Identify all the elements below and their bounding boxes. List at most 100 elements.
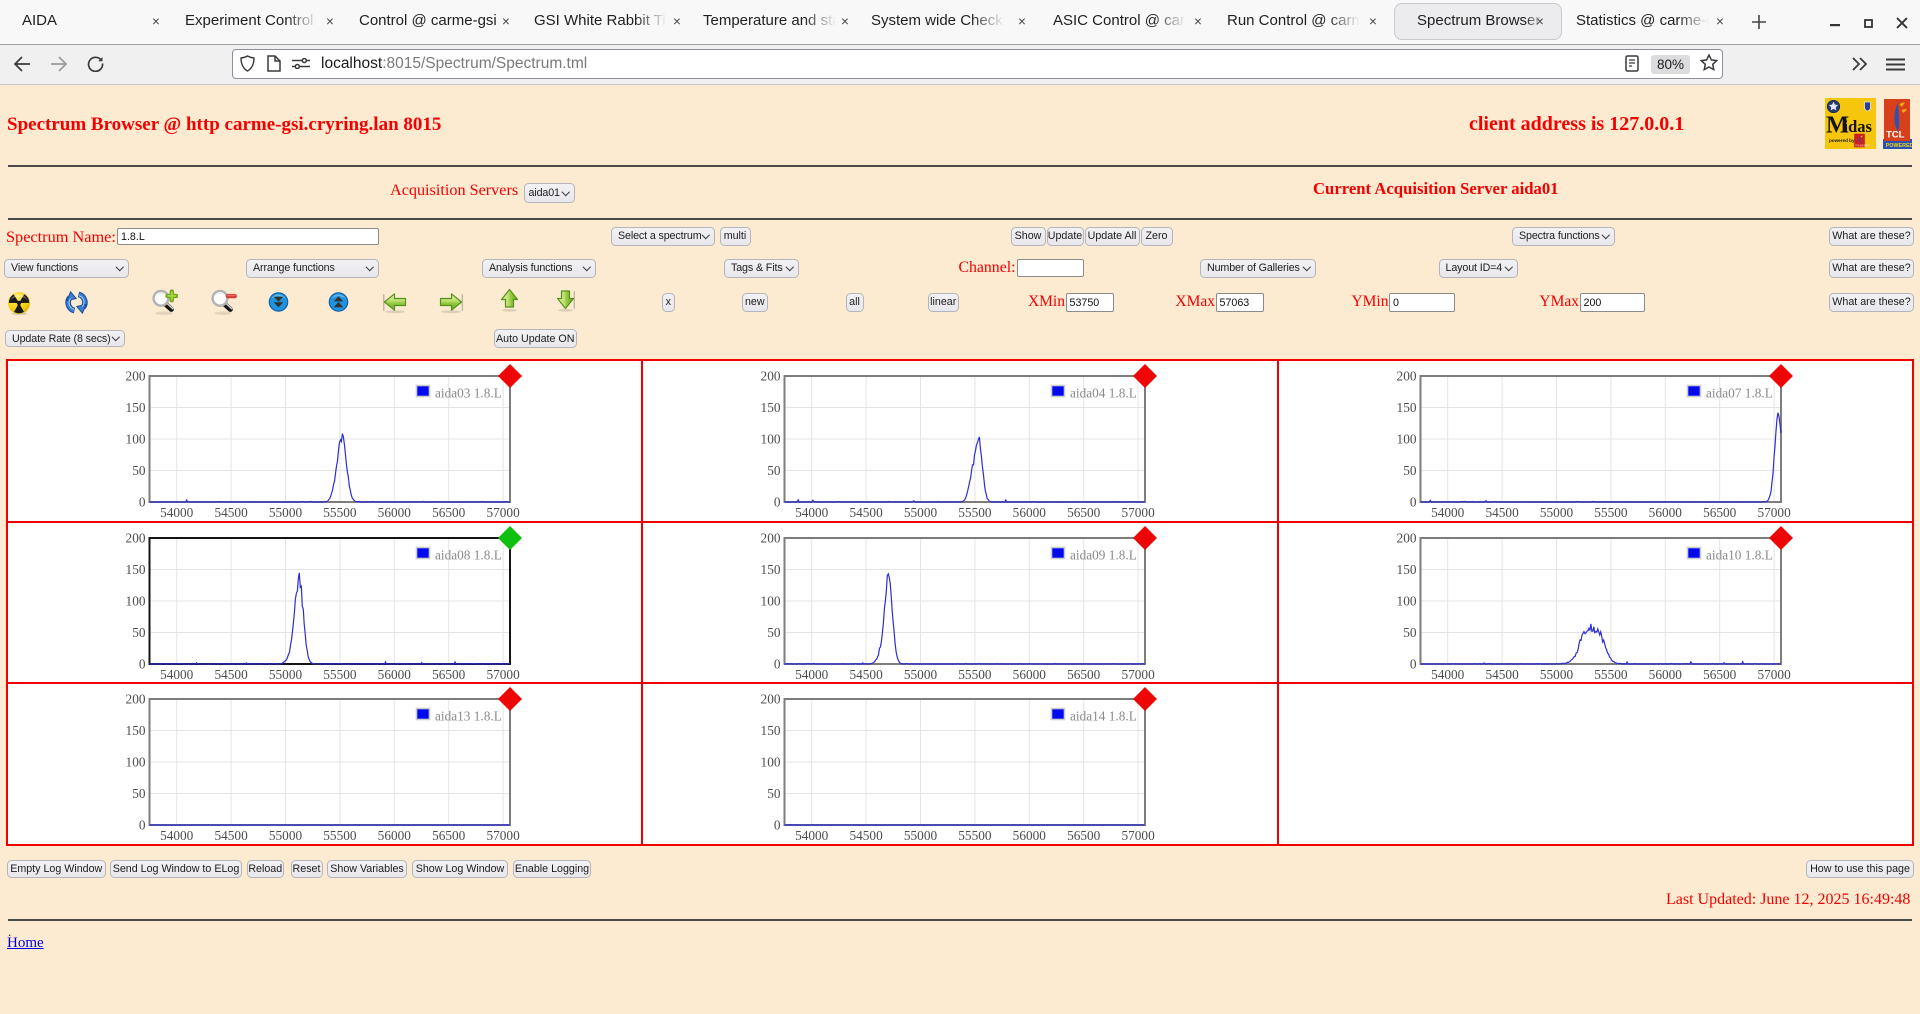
svg-text:0: 0: [139, 495, 146, 510]
svg-text:150: 150: [761, 723, 781, 738]
svg-text:50: 50: [132, 786, 146, 801]
svg-text:aida07 1.8.L: aida07 1.8.L: [1706, 386, 1773, 401]
svg-text:54000: 54000: [795, 828, 829, 843]
svg-text:0: 0: [774, 495, 781, 510]
svg-text:57000: 57000: [1757, 505, 1791, 520]
svg-text:55500: 55500: [1594, 667, 1628, 682]
svg-text:100: 100: [126, 432, 146, 447]
svg-text:100: 100: [126, 593, 146, 608]
svg-text:55500: 55500: [1594, 505, 1628, 520]
svg-text:54000: 54000: [795, 667, 829, 682]
svg-text:56000: 56000: [1013, 505, 1047, 520]
svg-text:54500: 54500: [1485, 667, 1519, 682]
svg-text:0: 0: [139, 656, 146, 671]
svg-text:57000: 57000: [486, 667, 520, 682]
svg-text:54500: 54500: [1485, 505, 1519, 520]
svg-text:55500: 55500: [959, 828, 993, 843]
svg-text:54500: 54500: [214, 505, 248, 520]
svg-text:200: 200: [1396, 530, 1416, 545]
svg-text:56000: 56000: [1013, 828, 1047, 843]
svg-text:POWERED: POWERED: [1855, 143, 1869, 147]
svg-text:200: 200: [126, 369, 146, 384]
svg-text:57000: 57000: [486, 505, 520, 520]
svg-text:54000: 54000: [795, 505, 829, 520]
svg-text:aida08 1.8.L: aida08 1.8.L: [435, 547, 502, 562]
svg-text:56500: 56500: [432, 828, 466, 843]
svg-text:57000: 57000: [1122, 828, 1156, 843]
svg-text:55000: 55000: [1540, 667, 1574, 682]
svg-text:aida14 1.8.L: aida14 1.8.L: [1070, 709, 1137, 724]
svg-text:56000: 56000: [1648, 667, 1682, 682]
svg-text:100: 100: [1396, 593, 1416, 608]
svg-text:57000: 57000: [1122, 667, 1156, 682]
svg-text:54000: 54000: [160, 667, 194, 682]
svg-text:M: M: [1826, 112, 1849, 139]
svg-text:200: 200: [761, 692, 781, 707]
svg-text:50: 50: [1403, 463, 1417, 478]
svg-text:54500: 54500: [850, 667, 884, 682]
svg-text:54000: 54000: [1431, 505, 1465, 520]
svg-text:100: 100: [761, 593, 781, 608]
svg-text:100: 100: [761, 755, 781, 770]
svg-text:54500: 54500: [214, 667, 248, 682]
svg-text:56500: 56500: [1703, 667, 1737, 682]
svg-text:57000: 57000: [1757, 667, 1791, 682]
svg-text:200: 200: [126, 530, 146, 545]
svg-text:56500: 56500: [432, 505, 466, 520]
svg-text:56500: 56500: [1067, 667, 1101, 682]
svg-text:56000: 56000: [378, 505, 412, 520]
svg-text:aida13 1.8.L: aida13 1.8.L: [435, 709, 502, 724]
svg-text:55000: 55000: [1540, 505, 1574, 520]
svg-text:0: 0: [774, 656, 781, 671]
svg-text:aida03 1.8.L: aida03 1.8.L: [435, 386, 502, 401]
svg-text:0: 0: [1410, 656, 1417, 671]
svg-text:56000: 56000: [378, 828, 412, 843]
svg-text:56500: 56500: [1067, 505, 1101, 520]
svg-text:150: 150: [761, 562, 781, 577]
svg-text:TCL: TCL: [1886, 130, 1905, 141]
svg-text:56000: 56000: [1648, 505, 1682, 520]
svg-text:200: 200: [761, 369, 781, 384]
svg-text:54500: 54500: [850, 828, 884, 843]
svg-text:54000: 54000: [160, 505, 194, 520]
svg-text:55500: 55500: [959, 505, 993, 520]
svg-text:55000: 55000: [904, 667, 938, 682]
svg-text:55500: 55500: [323, 667, 357, 682]
svg-text:150: 150: [126, 723, 146, 738]
svg-text:aida09 1.8.L: aida09 1.8.L: [1070, 547, 1137, 562]
svg-text:150: 150: [126, 400, 146, 415]
svg-text:150: 150: [761, 400, 781, 415]
svg-text:55500: 55500: [323, 828, 357, 843]
svg-text:54500: 54500: [850, 505, 884, 520]
svg-text:0: 0: [139, 818, 146, 833]
svg-text:54000: 54000: [160, 828, 194, 843]
svg-text:54000: 54000: [1431, 667, 1465, 682]
svg-text:150: 150: [1396, 400, 1416, 415]
svg-text:50: 50: [768, 463, 782, 478]
svg-text:54500: 54500: [214, 828, 248, 843]
svg-text:powered by: powered by: [1829, 138, 1855, 143]
svg-text:50: 50: [768, 786, 782, 801]
svg-text:55000: 55000: [269, 667, 303, 682]
svg-text:50: 50: [132, 625, 146, 640]
svg-text:55000: 55000: [904, 505, 938, 520]
svg-text:50: 50: [132, 463, 146, 478]
svg-text:50: 50: [768, 625, 782, 640]
svg-text:55000: 55000: [904, 828, 938, 843]
svg-text:57000: 57000: [1122, 505, 1156, 520]
svg-text:200: 200: [126, 692, 146, 707]
svg-text:56500: 56500: [1067, 828, 1101, 843]
svg-text:150: 150: [1396, 562, 1416, 577]
svg-text:56000: 56000: [378, 667, 412, 682]
svg-text:55500: 55500: [323, 505, 357, 520]
svg-text:aida10 1.8.L: aida10 1.8.L: [1706, 547, 1773, 562]
svg-text:POWERED: POWERED: [1886, 143, 1912, 149]
svg-text:57000: 57000: [486, 828, 520, 843]
svg-text:100: 100: [126, 755, 146, 770]
svg-text:200: 200: [761, 530, 781, 545]
svg-text:56000: 56000: [1013, 667, 1047, 682]
svg-text:idas: idas: [1844, 117, 1873, 136]
svg-text:56500: 56500: [1703, 505, 1737, 520]
svg-text:200: 200: [1396, 369, 1416, 384]
svg-text:100: 100: [761, 432, 781, 447]
